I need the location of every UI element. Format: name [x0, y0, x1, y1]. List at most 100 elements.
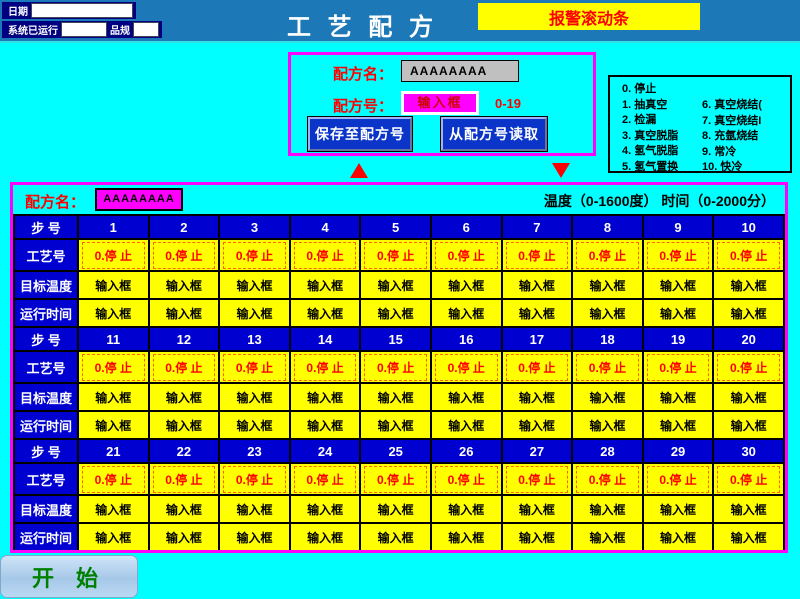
process-select-cell[interactable]: 0.停 止 [147, 238, 221, 272]
time-input-cell[interactable]: 输入框 [712, 522, 785, 550]
process-value: 0.停 止 [82, 353, 145, 381]
process-select-cell[interactable]: 0.停 止 [641, 350, 715, 384]
time-input-cell[interactable]: 输入框 [571, 410, 644, 440]
temp-input-cell[interactable]: 输入框 [429, 270, 503, 300]
process-select-cell[interactable]: 0.停 止 [712, 238, 785, 272]
process-select-cell[interactable]: 0.停 止 [218, 350, 291, 384]
time-input-cell[interactable]: 输入框 [571, 522, 644, 550]
temp-input-cell[interactable]: 输入框 [147, 382, 221, 412]
temp-input-cell[interactable]: 输入框 [500, 382, 574, 412]
temp-input-cell[interactable]: 输入框 [429, 494, 503, 524]
time-input-cell[interactable]: 输入框 [218, 298, 291, 328]
temp-input-cell[interactable]: 输入框 [429, 382, 503, 412]
table-recipe-name-input[interactable]: AAAAAAAA [95, 188, 183, 211]
process-select-cell[interactable]: 0.停 止 [359, 462, 432, 496]
process-select-cell[interactable]: 0.停 止 [641, 462, 715, 496]
process-value: 0.停 止 [152, 241, 216, 269]
process-select-cell[interactable]: 0.停 止 [359, 350, 432, 384]
temp-input-cell[interactable]: 输入框 [500, 494, 574, 524]
process-select-cell[interactable]: 0.停 止 [500, 238, 574, 272]
time-input-cell[interactable]: 输入框 [288, 522, 362, 550]
temp-input-cell[interactable]: 输入框 [571, 382, 644, 412]
time-input-cell[interactable]: 输入框 [218, 410, 291, 440]
start-button[interactable]: 开 始 [0, 555, 138, 598]
temp-input-cell[interactable]: 输入框 [147, 494, 221, 524]
process-select-cell[interactable]: 0.停 止 [571, 462, 644, 496]
process-select-cell[interactable]: 0.停 止 [571, 238, 644, 272]
temp-input-cell[interactable]: 输入框 [712, 382, 785, 412]
time-input-cell[interactable]: 输入框 [147, 522, 221, 550]
time-input-cell[interactable]: 输入框 [500, 410, 574, 440]
temp-input-cell[interactable]: 输入框 [77, 382, 150, 412]
process-select-cell[interactable]: 0.停 止 [77, 462, 150, 496]
time-input-cell[interactable]: 输入框 [429, 298, 503, 328]
recipe-name-input[interactable]: AAAAAAAA [401, 60, 519, 82]
temp-input-cell[interactable]: 输入框 [218, 270, 291, 300]
temp-input-cell[interactable]: 输入框 [641, 494, 715, 524]
recipe-number-input[interactable]: 输入框 [401, 91, 479, 115]
process-select-cell[interactable]: 0.停 止 [359, 238, 432, 272]
temp-input-cell[interactable]: 输入框 [288, 494, 362, 524]
temp-input-cell[interactable]: 输入框 [288, 382, 362, 412]
process-select-cell[interactable]: 0.停 止 [571, 350, 644, 384]
process-select-cell[interactable]: 0.停 止 [147, 462, 221, 496]
temp-input-cell[interactable]: 输入框 [218, 494, 291, 524]
temp-input-cell[interactable]: 输入框 [571, 270, 644, 300]
process-select-cell[interactable]: 0.停 止 [77, 350, 150, 384]
time-input-cell[interactable]: 输入框 [429, 410, 503, 440]
time-input-cell[interactable]: 输入框 [712, 298, 785, 328]
time-input-cell[interactable]: 输入框 [77, 298, 150, 328]
time-input-cell[interactable]: 输入框 [429, 522, 503, 550]
time-input-cell[interactable]: 输入框 [359, 522, 432, 550]
time-input-cell[interactable]: 输入框 [359, 298, 432, 328]
temp-input-cell[interactable]: 输入框 [359, 494, 432, 524]
temp-input-cell[interactable]: 输入框 [77, 494, 150, 524]
time-input-cell[interactable]: 输入框 [147, 410, 221, 440]
time-input-cell[interactable]: 输入框 [500, 522, 574, 550]
time-input-cell[interactable]: 输入框 [641, 298, 715, 328]
process-select-cell[interactable]: 0.停 止 [218, 462, 291, 496]
process-select-cell[interactable]: 0.停 止 [712, 462, 785, 496]
time-input-cell[interactable]: 输入框 [641, 410, 715, 440]
temp-input-cell[interactable]: 输入框 [712, 270, 785, 300]
spec-display-field [133, 22, 159, 37]
process-select-cell[interactable]: 0.停 止 [500, 462, 574, 496]
step-number-header: 10 [712, 214, 785, 240]
time-input-cell[interactable]: 输入框 [641, 522, 715, 550]
process-select-cell[interactable]: 0.停 止 [288, 350, 362, 384]
temp-input-cell[interactable]: 输入框 [571, 494, 644, 524]
process-select-cell[interactable]: 0.停 止 [288, 462, 362, 496]
temp-input-cell[interactable]: 输入框 [359, 382, 432, 412]
process-select-cell[interactable]: 0.停 止 [218, 238, 291, 272]
temp-input-cell[interactable]: 输入框 [641, 382, 715, 412]
process-select-cell[interactable]: 0.停 止 [712, 350, 785, 384]
time-input-cell[interactable]: 输入框 [500, 298, 574, 328]
process-select-cell[interactable]: 0.停 止 [429, 462, 503, 496]
temp-input-cell[interactable]: 输入框 [288, 270, 362, 300]
temp-input-cell[interactable]: 输入框 [147, 270, 221, 300]
process-select-cell[interactable]: 0.停 止 [288, 238, 362, 272]
time-input-cell[interactable]: 输入框 [288, 410, 362, 440]
temp-input-cell[interactable]: 输入框 [218, 382, 291, 412]
process-select-cell[interactable]: 0.停 止 [429, 350, 503, 384]
time-input-cell[interactable]: 输入框 [147, 298, 221, 328]
process-select-cell[interactable]: 0.停 止 [429, 238, 503, 272]
temp-input-cell[interactable]: 输入框 [77, 270, 150, 300]
temp-input-cell[interactable]: 输入框 [641, 270, 715, 300]
process-select-cell[interactable]: 0.停 止 [147, 350, 221, 384]
time-input-cell[interactable]: 输入框 [712, 410, 785, 440]
process-select-cell[interactable]: 0.停 止 [77, 238, 150, 272]
time-input-cell[interactable]: 输入框 [359, 410, 432, 440]
temp-input-cell[interactable]: 输入框 [359, 270, 432, 300]
process-select-cell[interactable]: 0.停 止 [641, 238, 715, 272]
time-input-cell[interactable]: 输入框 [288, 298, 362, 328]
time-input-cell[interactable]: 输入框 [77, 522, 150, 550]
time-input-cell[interactable]: 输入框 [77, 410, 150, 440]
time-input-cell[interactable]: 输入框 [571, 298, 644, 328]
temp-input-cell[interactable]: 输入框 [500, 270, 574, 300]
temp-input-cell[interactable]: 输入框 [712, 494, 785, 524]
load-from-recipe-button[interactable]: 从配方号读取 [440, 116, 548, 152]
save-to-recipe-button[interactable]: 保存至配方号 [307, 116, 413, 152]
time-input-cell[interactable]: 输入框 [218, 522, 291, 550]
process-select-cell[interactable]: 0.停 止 [500, 350, 574, 384]
